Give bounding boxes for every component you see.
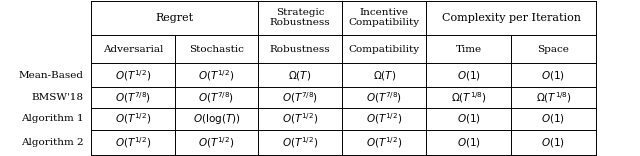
Text: $O(T^{7/8})$: $O(T^{7/8})$ (282, 90, 318, 105)
Text: BMSW'18: BMSW'18 (31, 93, 83, 102)
Text: $O(1)$: $O(1)$ (541, 136, 565, 149)
Text: Time: Time (456, 44, 481, 54)
Text: $O(T^{1/2})$: $O(T^{1/2})$ (366, 135, 403, 150)
Text: Mean-Based: Mean-Based (19, 71, 83, 80)
Text: Compatibility: Compatibility (349, 44, 420, 54)
Text: Incentive
Compatibility: Incentive Compatibility (349, 8, 420, 27)
Text: $O(1)$: $O(1)$ (456, 69, 481, 82)
Text: Algorithm 2: Algorithm 2 (20, 138, 83, 147)
Text: $O(T^{1/2})$: $O(T^{1/2})$ (198, 135, 234, 150)
Text: Algorithm 1: Algorithm 1 (20, 115, 83, 123)
Text: $O(\log(T))$: $O(\log(T))$ (193, 112, 240, 126)
Text: $O(1)$: $O(1)$ (456, 112, 481, 125)
Text: $O(T^{1/2})$: $O(T^{1/2})$ (115, 68, 151, 83)
Text: Stochastic: Stochastic (189, 44, 244, 54)
Text: $O(T^{7/8})$: $O(T^{7/8})$ (115, 90, 151, 105)
Text: Robustness: Robustness (269, 44, 330, 54)
Text: $O(T^{1/2})$: $O(T^{1/2})$ (366, 112, 403, 126)
Text: $\Omega(T^{1/8})$: $\Omega(T^{1/8})$ (451, 90, 486, 105)
Text: Complexity per Iteration: Complexity per Iteration (442, 13, 580, 23)
Text: Adversarial: Adversarial (103, 44, 163, 54)
Text: Strategic
Robustness: Strategic Robustness (269, 8, 330, 27)
Text: $O(1)$: $O(1)$ (541, 69, 565, 82)
Text: $O(T^{7/8})$: $O(T^{7/8})$ (198, 90, 234, 105)
Text: $\Omega(T^{1/8})$: $\Omega(T^{1/8})$ (536, 90, 572, 105)
Text: $O(T^{1/2})$: $O(T^{1/2})$ (282, 112, 318, 126)
Text: $O(T^{1/2})$: $O(T^{1/2})$ (198, 68, 234, 83)
Text: $O(T^{1/2})$: $O(T^{1/2})$ (115, 135, 151, 150)
Text: $\Omega(T)$: $\Omega(T)$ (288, 69, 312, 82)
Text: $\Omega(T)$: $\Omega(T)$ (372, 69, 396, 82)
Text: Space: Space (538, 44, 570, 54)
Text: $O(1)$: $O(1)$ (456, 136, 481, 149)
Text: $O(1)$: $O(1)$ (541, 112, 565, 125)
Text: $O(T^{1/2})$: $O(T^{1/2})$ (282, 135, 318, 150)
Text: $O(T^{7/8})$: $O(T^{7/8})$ (366, 90, 403, 105)
Text: $O(T^{1/2})$: $O(T^{1/2})$ (115, 112, 151, 126)
Text: Regret: Regret (156, 13, 193, 23)
